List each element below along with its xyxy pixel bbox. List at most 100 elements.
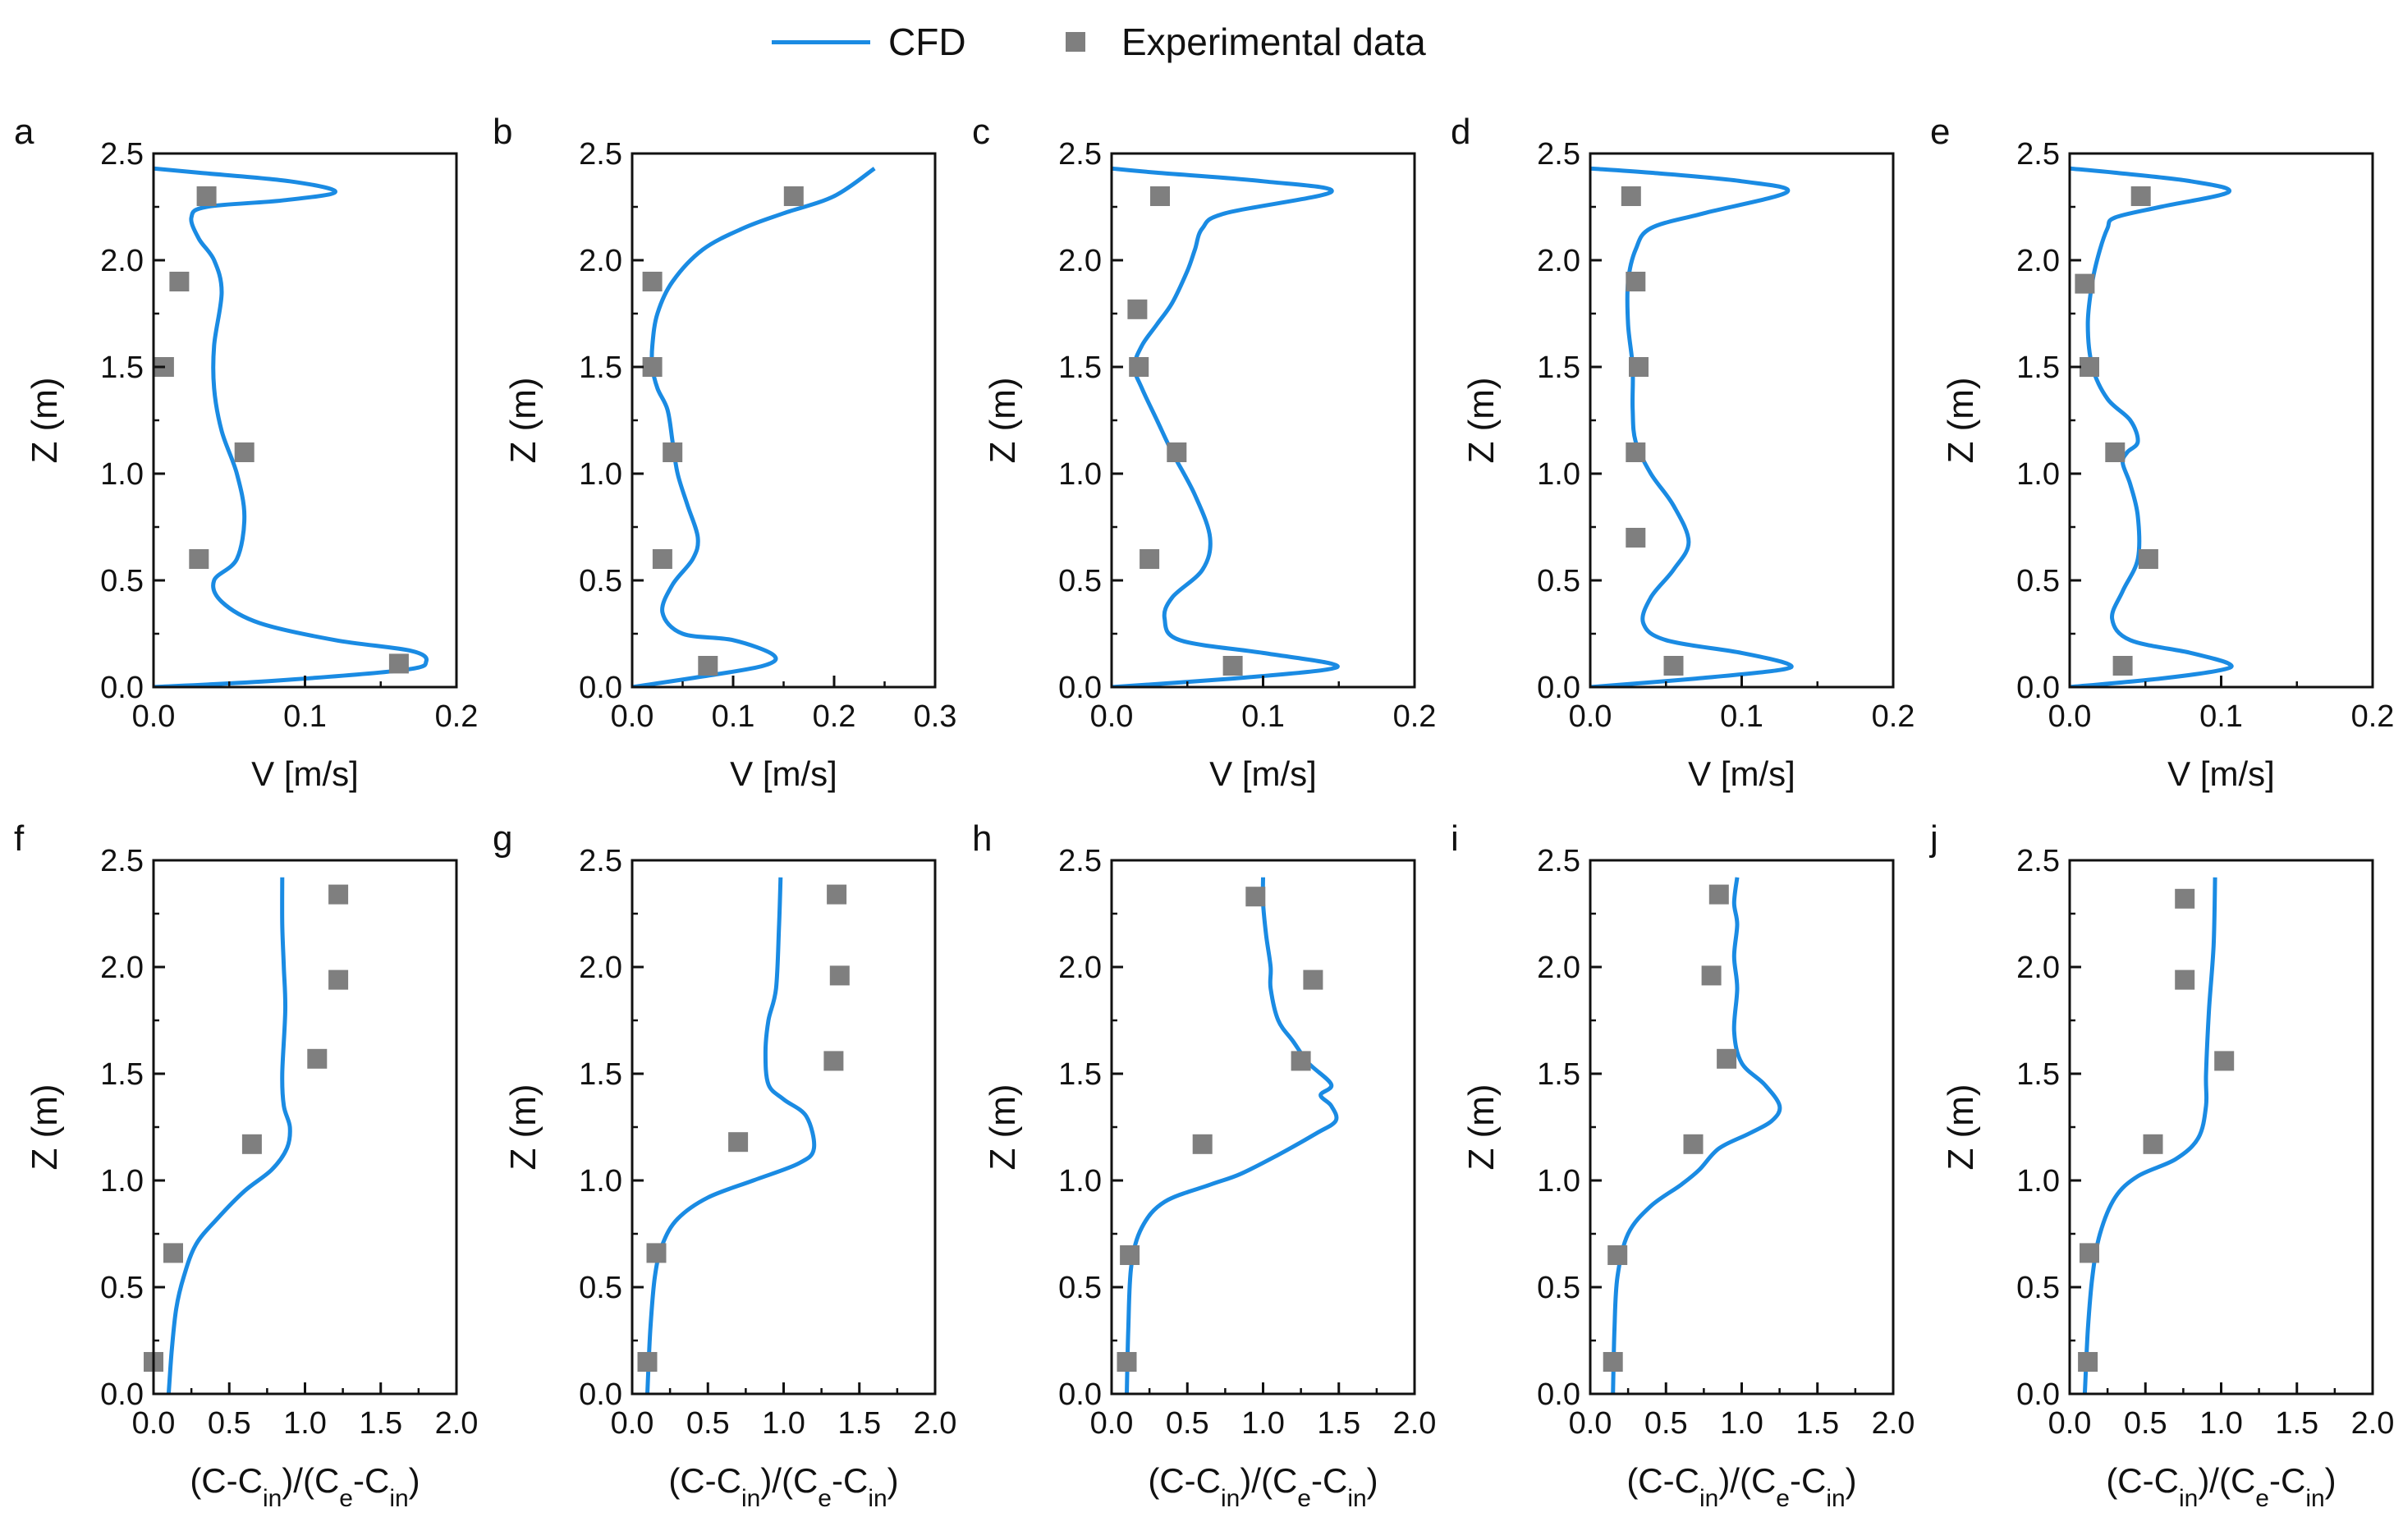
xlabel-h: (C-Cin)/(Ce-Cin)	[1148, 1461, 1378, 1512]
xtick-label-d-1: 0.1	[1720, 699, 1763, 734]
xtick-label-i-0: 0.0	[1569, 1406, 1612, 1441]
xtick-label-c-1: 0.1	[1241, 699, 1285, 734]
ytick-label-a-4: 2.0	[100, 244, 144, 278]
exp-point-c-3	[1129, 357, 1149, 377]
exp-point-a-1	[189, 549, 209, 569]
xtick-label-e-0: 0.0	[2048, 699, 2092, 734]
exp-point-h-2	[1192, 1134, 1213, 1154]
xtick-label-e-2: 0.2	[2351, 699, 2395, 734]
cfd-line-a	[154, 166, 429, 687]
exp-point-b-2	[663, 442, 683, 462]
exp-point-f-2	[241, 1134, 262, 1154]
ytick-label-c-1: 0.5	[1058, 564, 1102, 598]
ytick-label-g-2: 1.0	[579, 1164, 622, 1199]
exp-point-j-3	[2214, 1051, 2235, 1071]
exp-point-e-2	[2105, 442, 2126, 462]
xtick-label-i-1: 0.5	[1644, 1406, 1688, 1441]
ylabel-h: Z (m)	[983, 1084, 1023, 1170]
legend-experimental-swatch	[1066, 32, 1085, 52]
ytick-label-d-4: 2.0	[1537, 244, 1580, 278]
exp-point-h-0	[1117, 1352, 1137, 1372]
exp-point-d-1	[1626, 528, 1646, 548]
cfd-line-i	[1611, 877, 1782, 1394]
exp-point-c-4	[1127, 299, 1148, 319]
xtick-label-d-2: 0.2	[1872, 699, 1915, 734]
ytick-label-d-0: 0.0	[1537, 671, 1580, 705]
xtick-label-j-3: 1.5	[2275, 1406, 2318, 1441]
ylabel-i: Z (m)	[1461, 1084, 1502, 1170]
exp-point-i-0	[1603, 1352, 1623, 1372]
exp-point-g-5	[827, 884, 847, 905]
ytick-label-e-4: 2.0	[2016, 244, 2060, 278]
cfd-line-h	[1125, 877, 1339, 1394]
exp-point-i-5	[1708, 884, 1729, 905]
exp-point-b-3	[642, 357, 663, 377]
ytick-label-c-5: 2.5	[1058, 137, 1102, 172]
exp-point-j-0	[2078, 1352, 2098, 1372]
exp-point-g-0	[637, 1352, 658, 1372]
panel-a: 0.0 0.5 1.0 1.5 2.0 2.5 0.0 0.1 0.2 Z (m) V [m/s] a	[14, 112, 478, 793]
ytick-label-b-1: 0.5	[579, 564, 622, 598]
xlabel-f: (C-Cin)/(Ce-Cin)	[190, 1461, 420, 1512]
exp-point-j-2	[2143, 1134, 2163, 1154]
exp-point-b-0	[698, 656, 718, 676]
xtick-label-f-3: 1.5	[359, 1406, 402, 1441]
ytick-label-h-5: 2.5	[1058, 844, 1102, 878]
ytick-label-d-2: 1.0	[1537, 457, 1580, 492]
ylabel-j: Z (m)	[1941, 1084, 1981, 1170]
exp-point-b-1	[652, 549, 672, 569]
ytick-label-e-0: 0.0	[2016, 671, 2060, 705]
exp-point-b-5	[783, 186, 804, 206]
ytick-label-a-2: 1.0	[100, 457, 144, 492]
ytick-label-b-4: 2.0	[579, 244, 622, 278]
axes-frame-j	[2068, 859, 2374, 1396]
exp-point-j-5	[2175, 888, 2195, 909]
ytick-label-b-2: 1.0	[579, 457, 622, 492]
xtick-label-h-1: 0.5	[1166, 1406, 1209, 1441]
exp-point-f-3	[307, 1048, 328, 1069]
ytick-label-i-5: 2.5	[1537, 844, 1580, 878]
cfd-line-d	[1590, 166, 1794, 687]
xlabel-c: V [m/s]	[1209, 754, 1317, 793]
xtick-label-a-0: 0.0	[132, 699, 176, 734]
panel-label-g: g	[493, 818, 512, 859]
axes-frame-g	[631, 859, 937, 1396]
exp-point-h-1	[1120, 1245, 1140, 1265]
xtick-label-a-1: 0.1	[283, 699, 327, 734]
exp-point-g-2	[728, 1132, 749, 1153]
xtick-label-h-0: 0.0	[1090, 1406, 1134, 1441]
exp-point-e-5	[2130, 186, 2151, 206]
ylabel-f: Z (m)	[25, 1084, 65, 1170]
panel-label-h: h	[972, 818, 992, 859]
ytick-label-f-4: 2.0	[100, 951, 144, 985]
ylabel-e: Z (m)	[1941, 377, 1981, 463]
panel-label-d: d	[1451, 112, 1470, 152]
ytick-label-e-3: 1.5	[2016, 351, 2060, 385]
ytick-label-a-5: 2.5	[100, 137, 144, 172]
ytick-label-j-4: 2.0	[2016, 951, 2060, 985]
xtick-label-i-4: 2.0	[1872, 1406, 1915, 1441]
exp-point-e-1	[2138, 549, 2158, 569]
exp-point-f-1	[163, 1243, 183, 1263]
panel-j: 0.0 0.5 1.0 1.5 2.0 2.5 0.0 0.5 1.0 1.5 2.0 Z (m) (C…	[1928, 818, 2394, 1512]
exp-point-a-5	[196, 186, 217, 206]
ytick-label-a-0: 0.0	[100, 671, 144, 705]
exp-point-j-4	[2175, 969, 2195, 990]
exp-point-d-3	[1629, 357, 1649, 377]
legend-cfd-label: CFD	[888, 21, 966, 63]
ytick-label-g-3: 1.5	[579, 1057, 622, 1092]
ytick-label-h-3: 1.5	[1058, 1057, 1102, 1092]
xtick-label-b-1: 0.1	[712, 699, 755, 734]
ylabel-a: Z (m)	[25, 377, 65, 463]
xtick-label-j-2: 1.0	[2199, 1406, 2243, 1441]
ytick-label-c-0: 0.0	[1058, 671, 1102, 705]
ytick-label-c-3: 1.5	[1058, 351, 1102, 385]
panel-f: 0.0 0.5 1.0 1.5 2.0 2.5 0.0 0.5 1.0 1.5 2.0 Z (m) (C…	[14, 818, 478, 1512]
exp-point-h-3	[1291, 1051, 1311, 1071]
ytick-label-d-1: 0.5	[1537, 564, 1580, 598]
ytick-label-e-1: 0.5	[2016, 564, 2060, 598]
ylabel-c: Z (m)	[983, 377, 1023, 463]
ytick-label-i-4: 2.0	[1537, 951, 1580, 985]
ytick-label-h-1: 0.5	[1058, 1271, 1102, 1305]
panel-b: 0.0 0.5 1.0 1.5 2.0 2.5 0.0 0.1 0.2 0.3 Z (m) V [m/…	[493, 112, 956, 793]
